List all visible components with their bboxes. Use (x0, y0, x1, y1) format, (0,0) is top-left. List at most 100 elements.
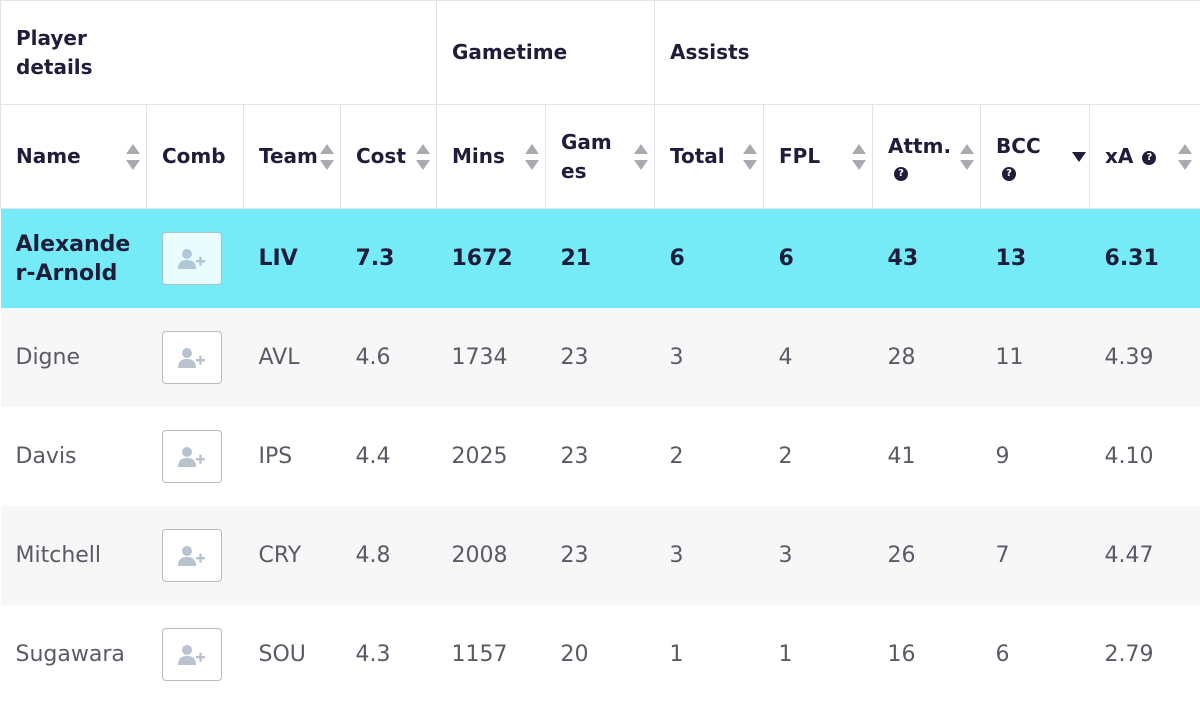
player-name[interactable]: Mitchell (0, 506, 147, 605)
total-assists-cell: 3 (654, 308, 764, 407)
team-cell: AVL (243, 308, 341, 407)
attm-cell: 41 (872, 407, 981, 506)
xa-cell: 4.10 (1089, 407, 1200, 506)
sort-icon[interactable] (126, 143, 140, 170)
group-player-details: Player details (0, 0, 437, 105)
add-to-comb-button[interactable] (161, 331, 222, 384)
player-name[interactable]: Digne (0, 308, 147, 407)
bcc-cell: 11 (980, 308, 1090, 407)
total-assists-cell: 2 (654, 407, 764, 506)
mins-cell: 1734 (436, 308, 546, 407)
cost-cell: 4.3 (340, 605, 437, 704)
header-mins-label: Mins (452, 144, 505, 168)
bcc-cell: 9 (980, 407, 1090, 506)
sort-icon[interactable] (634, 143, 649, 170)
comb-cell (146, 308, 244, 407)
fpl-assists-cell: 4 (763, 308, 873, 407)
games-cell: 23 (545, 308, 655, 407)
total-assists-cell: 6 (654, 208, 764, 308)
column-header-row: Name Comb Team Cost Mins Games (0, 104, 1200, 209)
header-cost[interactable]: Cost (340, 104, 437, 209)
header-fpl-label: FPL (779, 144, 821, 168)
header-attm[interactable]: Attm. ? (872, 104, 982, 209)
bcc-cell: 13 (980, 208, 1090, 308)
sort-icon[interactable] (525, 143, 539, 170)
group-assists: Assists (654, 0, 1200, 105)
add-to-comb-button[interactable] (161, 628, 222, 681)
header-fpl[interactable]: FPL (763, 104, 874, 209)
header-name[interactable]: Name (0, 104, 147, 209)
mins-cell: 2008 (436, 506, 546, 605)
header-xa-label: xA (1105, 144, 1134, 168)
player-name[interactable]: Alexander-Arnold (0, 208, 147, 308)
player-name[interactable]: Sugawara (0, 605, 147, 704)
table-row[interactable]: Alexander-Arnold LIV 7.3 1672 21 6 6 43 … (0, 208, 1200, 308)
header-games-label: Games (561, 129, 612, 183)
header-total-label: Total (670, 144, 725, 168)
comb-cell (146, 605, 244, 704)
sort-icon[interactable] (1178, 143, 1193, 170)
column-group-row: Player details Gametime Assists (0, 0, 1200, 105)
sort-icon[interactable] (320, 143, 334, 170)
attm-cell: 26 (872, 506, 981, 605)
total-assists-cell: 3 (654, 506, 764, 605)
group-gametime: Gametime (436, 0, 656, 105)
sort-icon[interactable] (960, 143, 975, 170)
add-user-icon (177, 644, 205, 665)
bcc-cell: 7 (980, 506, 1090, 605)
bcc-cell: 6 (980, 605, 1090, 704)
mins-cell: 1157 (436, 605, 546, 704)
header-team-label: Team (259, 144, 318, 168)
add-user-icon (177, 347, 205, 368)
games-cell: 21 (545, 208, 655, 308)
add-user-icon (177, 545, 205, 566)
help-icon[interactable]: ? (1142, 150, 1157, 165)
header-mins[interactable]: Mins (436, 104, 546, 209)
header-total[interactable]: Total (654, 104, 765, 209)
sort-icon[interactable] (416, 143, 430, 170)
header-cost-label: Cost (356, 144, 406, 168)
player-name[interactable]: Davis (0, 407, 147, 506)
games-cell: 23 (545, 407, 655, 506)
sort-icon[interactable] (743, 143, 758, 170)
sort-icon[interactable] (852, 143, 867, 170)
header-comb-label: Comb (162, 144, 226, 168)
xa-cell: 4.39 (1089, 308, 1200, 407)
team-cell: LIV (243, 208, 341, 308)
cost-cell: 7.3 (340, 208, 437, 308)
attm-cell: 43 (872, 208, 981, 308)
xa-cell: 6.31 (1089, 208, 1200, 308)
team-cell: SOU (243, 605, 341, 704)
cost-cell: 4.8 (340, 506, 437, 605)
table-row[interactable]: Digne AVL 4.6 1734 23 3 4 28 11 4.39 (0, 308, 1200, 407)
games-cell: 20 (545, 605, 655, 704)
mins-cell: 1672 (436, 208, 546, 308)
header-team[interactable]: Team (243, 104, 341, 209)
team-cell: CRY (243, 506, 341, 605)
sort-desc-icon[interactable] (1072, 144, 1087, 170)
header-bcc[interactable]: BCC ? (980, 104, 1091, 209)
help-icon[interactable]: ? (1002, 167, 1017, 181)
group-player-details-label: Player details (16, 25, 93, 79)
add-to-comb-button[interactable] (161, 430, 222, 483)
table-row[interactable]: Davis IPS 4.4 2025 23 2 2 41 9 4.10 (0, 407, 1200, 506)
fpl-assists-cell: 3 (763, 506, 873, 605)
fpl-assists-cell: 2 (763, 407, 873, 506)
add-to-comb-button[interactable] (161, 232, 222, 285)
team-cell: IPS (243, 407, 341, 506)
header-xa[interactable]: xA ? (1089, 104, 1200, 209)
comb-cell (146, 208, 244, 308)
help-icon[interactable]: ? (894, 167, 909, 181)
table-row[interactable]: Mitchell CRY 4.8 2008 23 3 3 26 7 4.47 (0, 506, 1200, 605)
comb-cell (146, 407, 244, 506)
fpl-assists-cell: 6 (763, 208, 873, 308)
group-assists-label: Assists (670, 40, 750, 64)
add-to-comb-button[interactable] (161, 529, 222, 582)
header-games[interactable]: Games (545, 104, 656, 209)
total-assists-cell: 1 (654, 605, 764, 704)
add-user-icon (177, 446, 205, 467)
xa-cell: 2.79 (1089, 605, 1200, 704)
fpl-assists-cell: 1 (763, 605, 873, 704)
table-row[interactable]: Sugawara SOU 4.3 1157 20 1 1 16 6 2.79 (0, 605, 1200, 704)
